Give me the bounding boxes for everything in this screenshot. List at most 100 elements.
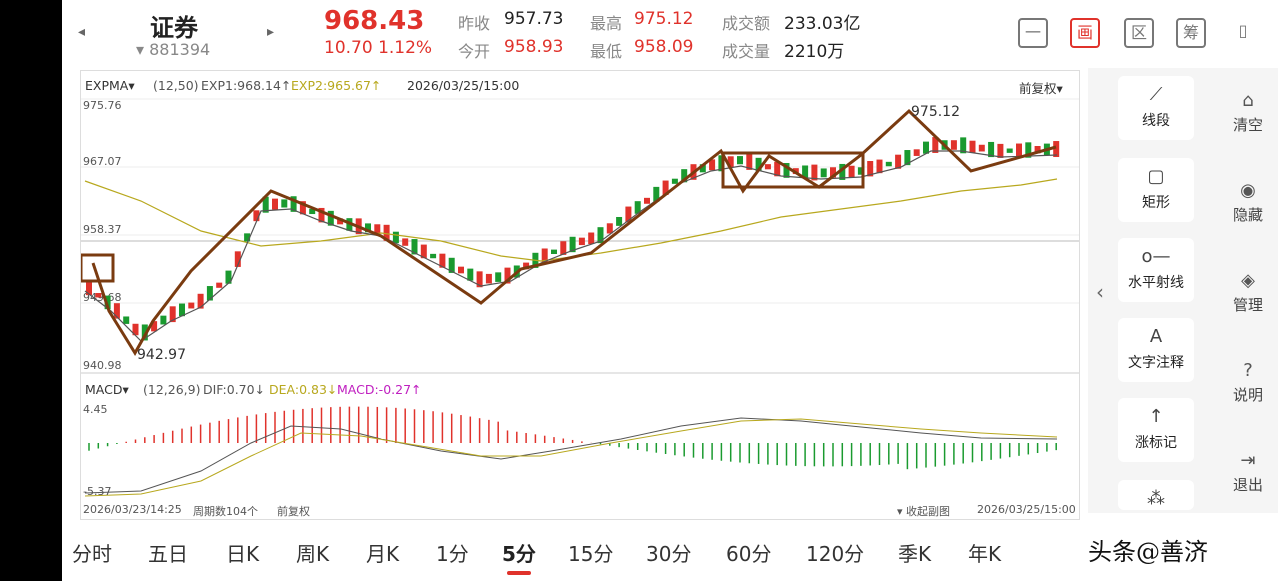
active-tab-indicator bbox=[507, 571, 531, 575]
tab-wuri[interactable]: 五日 bbox=[148, 542, 188, 566]
y-tick-max: 975.76 bbox=[83, 99, 122, 112]
volume-label: 成交量 bbox=[722, 42, 771, 61]
candle bbox=[504, 267, 511, 284]
candle bbox=[662, 180, 669, 196]
candle bbox=[430, 253, 437, 259]
candle bbox=[123, 316, 130, 324]
candle bbox=[681, 169, 688, 183]
open-value: 958.93 bbox=[504, 37, 564, 57]
candle bbox=[151, 321, 158, 332]
tool-rectangle[interactable]: ▢ 矩形 bbox=[1118, 158, 1194, 222]
candle bbox=[318, 207, 325, 223]
main-indicator-name[interactable]: EXPMA▾ bbox=[85, 78, 135, 93]
adjust-select[interactable]: 前复权▾ bbox=[1019, 81, 1063, 96]
candle bbox=[485, 273, 492, 284]
tab-week-k[interactable]: 周K bbox=[296, 542, 330, 566]
tool-horizontal-ray[interactable]: o— 水平射线 bbox=[1118, 238, 1194, 302]
tab-5min[interactable]: 5分 bbox=[502, 542, 536, 566]
tool-more[interactable]: ⁂ bbox=[1118, 480, 1194, 510]
candle bbox=[578, 237, 585, 246]
candle bbox=[923, 141, 929, 154]
candle bbox=[885, 161, 892, 167]
help-icon: ? bbox=[1243, 360, 1253, 381]
rectangle-icon: ▢ bbox=[1147, 166, 1165, 187]
high-value: 975.12 bbox=[634, 9, 694, 29]
tab-30min[interactable]: 30分 bbox=[646, 542, 692, 566]
candle bbox=[197, 293, 204, 309]
collapse-subchart-button[interactable]: ▾ 收起副图 bbox=[897, 505, 951, 518]
candle bbox=[848, 165, 855, 178]
kline-chart[interactable]: EXPMA▾ (12,50) EXP1:968.14↑ EXP2:965.67↑… bbox=[80, 70, 1080, 520]
candle bbox=[327, 210, 334, 226]
candle bbox=[811, 164, 818, 181]
candle bbox=[383, 224, 390, 241]
candle bbox=[950, 140, 957, 150]
toolbar-range-icon[interactable]: 区 bbox=[1124, 18, 1154, 48]
collapse-panel-icon[interactable]: ‹ bbox=[1096, 280, 1104, 304]
candle bbox=[634, 201, 641, 214]
y-tick-2: 967.07 bbox=[83, 155, 122, 168]
candle bbox=[262, 196, 269, 213]
tab-day-k[interactable]: 日K bbox=[226, 542, 260, 566]
candle bbox=[709, 159, 716, 171]
tab-fenshi[interactable]: 分时 bbox=[72, 542, 112, 566]
exit-button[interactable]: ⇥ 退出 bbox=[1220, 450, 1276, 495]
stock-code[interactable]: ▾ 881394 bbox=[136, 40, 211, 59]
candle bbox=[551, 249, 557, 254]
candle bbox=[606, 223, 613, 234]
drawing-tools-panel: ‹ ⟋ 线段 ▢ 矩形 o— 水平射线 A 文字注释 ↑ 涨标记 ⁂ ⌂ 清空 bbox=[1088, 68, 1278, 513]
candle bbox=[1006, 148, 1013, 153]
toolbar-rotate-icon[interactable]: ▯ bbox=[1238, 21, 1248, 40]
last-price: 968.43 bbox=[324, 6, 425, 36]
hide-button[interactable]: ◉ 隐藏 bbox=[1220, 180, 1276, 225]
candle bbox=[867, 161, 874, 177]
sub-indicator-name[interactable]: MACD▾ bbox=[85, 382, 129, 397]
prev-stock-icon[interactable]: ◂ bbox=[78, 24, 86, 40]
tab-year-k[interactable]: 年K bbox=[968, 542, 1002, 566]
next-stock-icon[interactable]: ▸ bbox=[267, 24, 275, 40]
clear-button[interactable]: ⌂ 清空 bbox=[1220, 90, 1276, 135]
candle bbox=[476, 271, 483, 288]
toolbar-chips-icon[interactable]: 筹 bbox=[1176, 18, 1206, 48]
amount-value: 233.03亿 bbox=[784, 14, 861, 34]
candle bbox=[188, 302, 195, 309]
open-label: 今开 bbox=[458, 42, 491, 61]
candle bbox=[876, 159, 883, 174]
candle bbox=[290, 196, 297, 212]
tool-up-marker[interactable]: ↑ 涨标记 bbox=[1118, 398, 1194, 462]
candle bbox=[86, 281, 92, 296]
candle bbox=[857, 167, 864, 175]
tab-120min[interactable]: 120分 bbox=[806, 542, 865, 566]
footer-end-time: 2026/03/25/15:00 bbox=[977, 503, 1076, 516]
tab-1min[interactable]: 1分 bbox=[436, 542, 469, 566]
candle bbox=[644, 197, 650, 204]
candle bbox=[225, 270, 232, 284]
tab-month-k[interactable]: 月K bbox=[366, 542, 400, 566]
toolbar-draw-icon[interactable]: 画 bbox=[1070, 18, 1100, 48]
candle bbox=[365, 223, 371, 233]
tab-60min[interactable]: 60分 bbox=[726, 542, 772, 566]
tool-line-segment[interactable]: ⟋ 线段 bbox=[1118, 76, 1194, 140]
candle bbox=[244, 233, 251, 242]
main-indicator-params: (12,50) bbox=[153, 78, 199, 93]
candle bbox=[132, 323, 139, 336]
candle bbox=[253, 210, 260, 222]
manage-button[interactable]: ◈ 管理 bbox=[1220, 270, 1276, 315]
candle bbox=[802, 165, 809, 179]
tab-15min[interactable]: 15分 bbox=[568, 542, 614, 566]
eye-icon: ◉ bbox=[1240, 180, 1256, 201]
price-change: 10.70 1.12% bbox=[324, 38, 433, 58]
tab-season-k[interactable]: 季K bbox=[898, 542, 932, 566]
candle bbox=[588, 232, 595, 245]
candle bbox=[625, 206, 632, 223]
candle bbox=[820, 168, 827, 178]
candle bbox=[653, 186, 660, 202]
toolbar-line-icon[interactable]: 一 bbox=[1018, 18, 1048, 48]
exp1-value: EXP1:968.14↑ bbox=[201, 78, 292, 93]
help-button[interactable]: ? 说明 bbox=[1220, 360, 1276, 405]
candle bbox=[309, 208, 316, 215]
candle bbox=[495, 272, 502, 282]
candle bbox=[420, 244, 427, 259]
tool-text-note[interactable]: A 文字注释 bbox=[1118, 318, 1194, 382]
candle bbox=[234, 251, 241, 267]
